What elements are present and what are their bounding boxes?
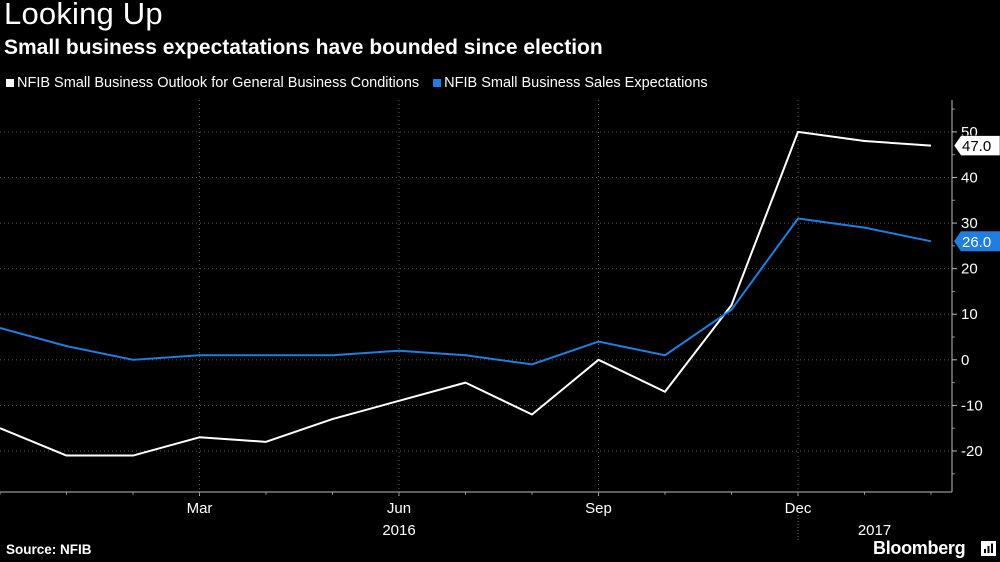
x-tick-label: Mar	[187, 500, 213, 517]
series-lines	[0, 130, 932, 457]
legend-item-sales: NFIB Small Business Sales Expectations	[433, 75, 708, 91]
y-tick-label: 10	[961, 306, 978, 323]
end-label-sales: 26.0	[954, 231, 1000, 252]
end-label-tag	[953, 135, 1000, 156]
end-labels: 47.0 26.0	[953, 135, 1000, 252]
y-tick-label: 30	[961, 215, 978, 232]
grid	[0, 100, 952, 492]
x-tick-label: Jun	[387, 500, 411, 517]
year-label: 2016	[382, 522, 415, 539]
chart-title: Looking Up	[4, 0, 163, 31]
legend-swatch-outlook	[6, 79, 14, 87]
bloomberg-mark-icon	[981, 541, 996, 556]
series-line-sales	[0, 217, 932, 366]
source-note: Source: NFIB	[6, 542, 92, 557]
end-label-tag	[954, 231, 1000, 252]
end-label-outlook: 47.0	[953, 135, 1000, 156]
y-tick-label: 0	[961, 352, 969, 369]
y-tick-label: 40	[961, 169, 978, 186]
series-line-outlook	[0, 130, 932, 457]
x-tick-label: Dec	[785, 500, 812, 517]
y-tick-label: -20	[961, 443, 983, 460]
x-tick-label: Sep	[585, 500, 612, 517]
end-label-value: 26.0	[962, 234, 991, 251]
legend-swatch-sales	[433, 79, 442, 87]
legend-label-sales: NFIB Small Business Sales Expectations	[444, 75, 708, 91]
legend-item-outlook: NFIB Small Business Outlook for General …	[6, 75, 419, 91]
end-label-value: 47.0	[962, 138, 991, 155]
y-tick-label: 20	[961, 261, 978, 278]
legend: NFIB Small Business Outlook for General …	[6, 75, 722, 91]
legend-label-outlook: NFIB Small Business Outlook for General …	[17, 75, 420, 91]
y-tick-label: -10	[961, 397, 983, 414]
chart-subtitle: Small business expectatations have bound…	[4, 36, 603, 59]
year-label: 2017	[858, 522, 891, 539]
brand-logo: Bloomberg	[873, 538, 966, 558]
